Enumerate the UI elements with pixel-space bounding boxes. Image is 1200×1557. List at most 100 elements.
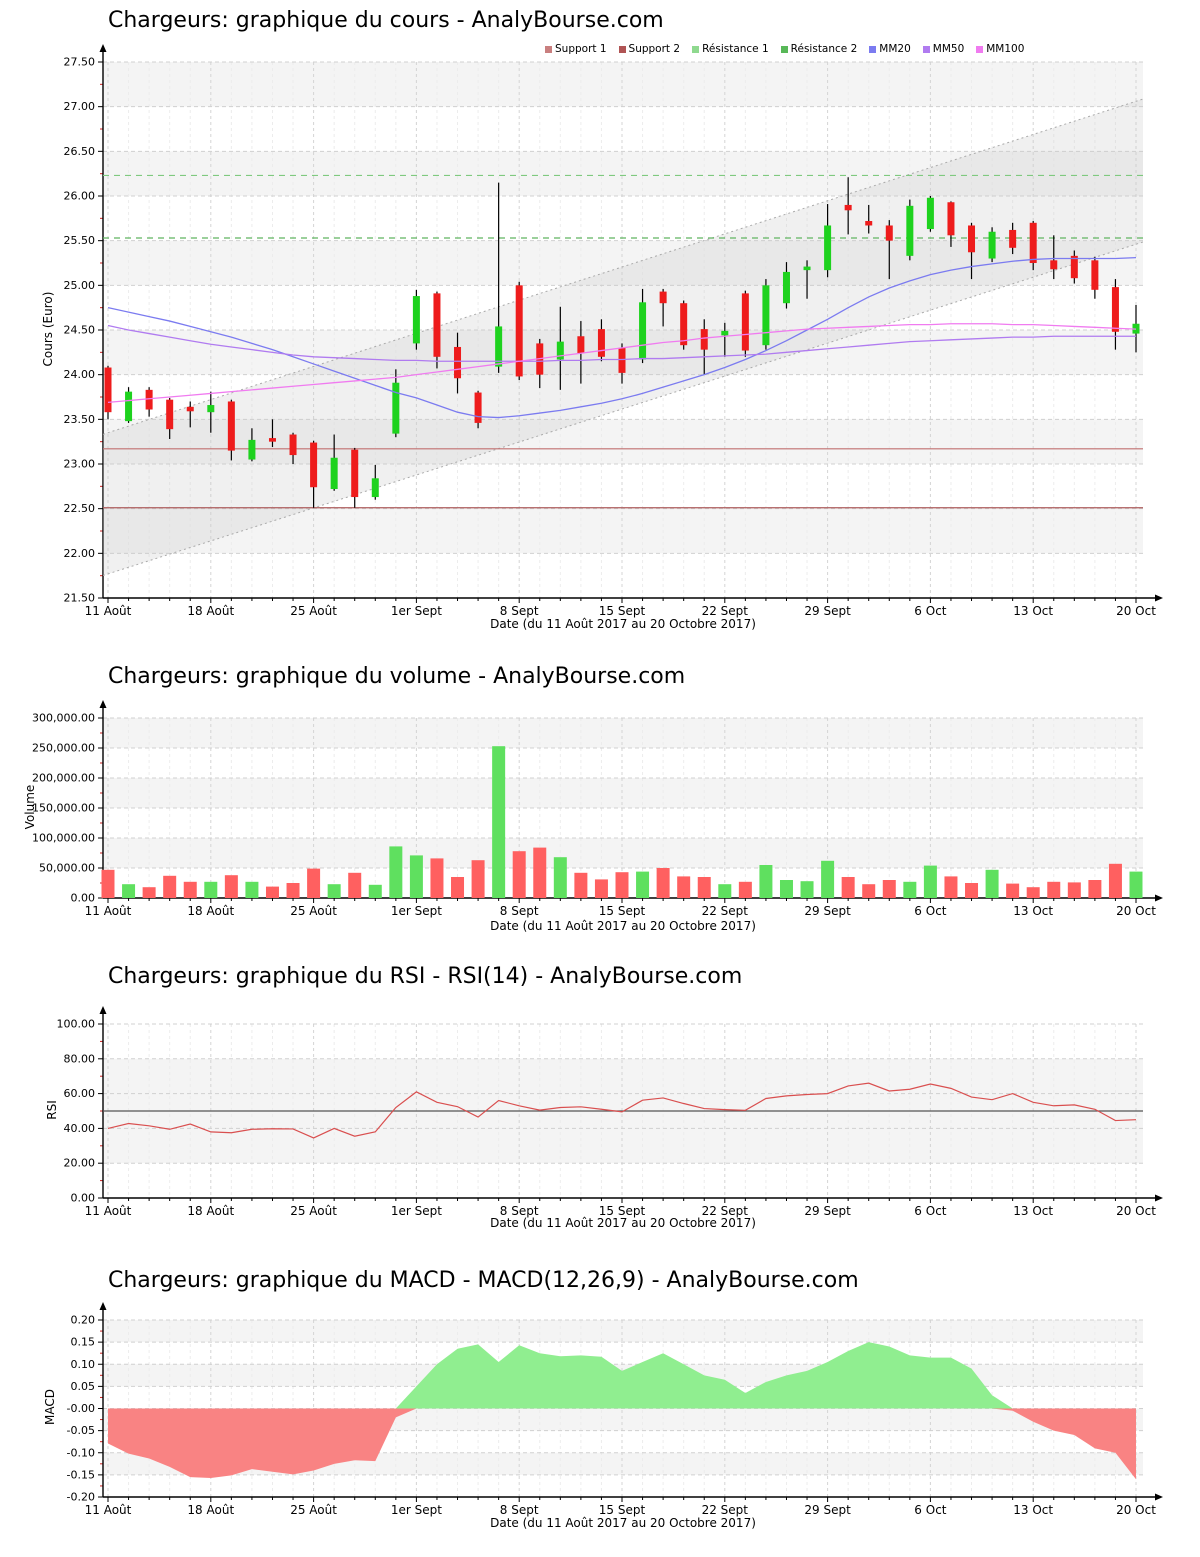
volume-bar-down	[471, 860, 485, 898]
volume-bar-up	[779, 880, 793, 898]
candle-up	[392, 382, 400, 434]
legend-item: MM50	[922, 43, 964, 55]
x-tick-label: 6 Oct	[914, 604, 946, 618]
candle-down	[659, 291, 667, 304]
candle-down	[289, 434, 297, 456]
x-tick-label: 25 Août	[290, 904, 337, 918]
x-tick-label: 1er Sept	[391, 1503, 442, 1517]
candle-up	[330, 457, 338, 490]
y-tick-label: 24.50	[64, 324, 96, 337]
volume-bar-up	[389, 846, 403, 898]
y-tick-label: 21.50	[64, 592, 96, 605]
candle-down	[1009, 229, 1017, 248]
candle-up	[803, 266, 811, 271]
candle-down	[885, 225, 893, 241]
volume-bar-down	[882, 880, 896, 898]
y-tick-label: 25.00	[64, 279, 96, 292]
legend-item: MM20	[869, 43, 911, 55]
volume-bar-down	[286, 883, 300, 898]
x-tick-label: 8 Sept	[500, 1204, 539, 1218]
x-tick-label: 8 Sept	[500, 904, 539, 918]
candle-up	[412, 296, 420, 344]
volume-bar-down	[101, 869, 115, 898]
macd-area-negative	[108, 1408, 1136, 1480]
candle-down	[1091, 260, 1099, 290]
volume-bar-down	[307, 868, 321, 898]
y-tick-label: 20.00	[64, 1157, 96, 1170]
volume-bar-up	[903, 881, 917, 898]
volume-bar-up	[245, 881, 259, 898]
x-tick-label: 6 Oct	[914, 904, 946, 918]
volume-bar-down	[656, 868, 670, 898]
volume-bar-down	[224, 875, 238, 898]
candle-down	[433, 293, 441, 357]
volume-bar-down	[738, 881, 752, 898]
x-tick-label: 18 Août	[187, 1204, 234, 1218]
legend-swatch-icon	[618, 45, 626, 53]
volume-bar-down	[1108, 863, 1122, 898]
candle-down	[844, 204, 852, 211]
x-tick-label: 29 Sept	[804, 904, 851, 918]
candle-down	[741, 293, 749, 351]
candle-down	[227, 401, 235, 451]
x-tick-label: 8 Sept	[500, 604, 539, 618]
volume-bar-up	[492, 746, 506, 898]
y-tick-label: 22.50	[64, 502, 96, 515]
x-axis-arrow-icon	[1155, 594, 1163, 602]
y-tick-label: -0.15	[67, 1468, 95, 1481]
volume-bar-down	[533, 847, 547, 898]
candle-up	[762, 285, 770, 346]
x-tick-label: 15 Sept	[599, 1204, 646, 1218]
candle-up	[248, 439, 256, 460]
volume-bar-up	[122, 884, 136, 898]
x-tick-label: 29 Sept	[804, 604, 851, 618]
y-tick-label: 300,000.00	[32, 712, 95, 725]
x-axis-arrow-icon	[1155, 1493, 1163, 1501]
volume-bar-down	[183, 881, 197, 898]
x-tick-label: 8 Sept	[500, 1503, 539, 1517]
candle-up	[371, 478, 379, 498]
volume-bar-up	[636, 871, 650, 898]
x-tick-label: 18 Août	[187, 604, 234, 618]
price-chart-legend: Support 1 Support 2 Résistance 1 Résistance…	[545, 43, 1024, 55]
x-tick-label: 25 Août	[290, 604, 337, 618]
y-tick-label: 23.00	[64, 458, 96, 471]
y-tick-label: 100.00	[57, 1018, 96, 1031]
volume-bar-down	[1088, 880, 1102, 898]
candle-down	[454, 346, 462, 379]
y-tick-label: 26.50	[64, 145, 96, 158]
x-tick-label: 15 Sept	[599, 904, 646, 918]
candle-down	[577, 336, 585, 354]
macd-x-axis-title: Date (du 11 Août 2017 au 20 Octobre 2017…	[490, 1516, 756, 1530]
y-tick-label: -0.05	[67, 1424, 95, 1437]
x-tick-label: 1er Sept	[391, 604, 442, 618]
legend-swatch-icon	[545, 45, 552, 53]
x-tick-label: 11 Août	[85, 1204, 132, 1218]
volume-bar-up	[923, 865, 937, 898]
y-tick-label: 0.00	[71, 1192, 96, 1205]
candle-down	[1050, 260, 1058, 270]
price-chart-title: Chargeurs: graphique du cours - AnalyBou…	[108, 8, 664, 33]
ma-line-mm100	[107, 323, 1137, 404]
ma-line-mm50	[107, 324, 1136, 362]
y-tick-label: 150,000.00	[32, 802, 95, 815]
volume-bar-up	[553, 857, 567, 898]
x-tick-label: 13 Oct	[1013, 1204, 1053, 1218]
volume-bar-down	[430, 858, 444, 898]
rsi-x-axis-title: Date (du 11 Août 2017 au 20 Octobre 2017…	[490, 1216, 756, 1230]
volume-bar-up	[800, 881, 814, 898]
candle-up	[207, 405, 215, 413]
x-tick-label: 20 Oct	[1116, 1503, 1156, 1517]
legend-swatch-icon	[692, 45, 700, 53]
volume-bar-up	[759, 865, 773, 898]
y-tick-label: 0.05	[71, 1380, 96, 1393]
volume-x-axis-title: Date (du 11 Août 2017 au 20 Octobre 2017…	[490, 919, 756, 933]
y-tick-label: 25.50	[64, 234, 96, 247]
plot-band	[103, 778, 1143, 808]
volume-bar-down	[697, 877, 711, 898]
rsi-line	[107, 1082, 1137, 1139]
rsi-chart-title: Chargeurs: graphique du RSI - RSI(14) - …	[108, 964, 743, 989]
x-tick-label: 11 Août	[85, 1503, 132, 1517]
ma-line-mm20	[107, 256, 1137, 419]
y-tick-label: 0.00	[71, 892, 96, 905]
